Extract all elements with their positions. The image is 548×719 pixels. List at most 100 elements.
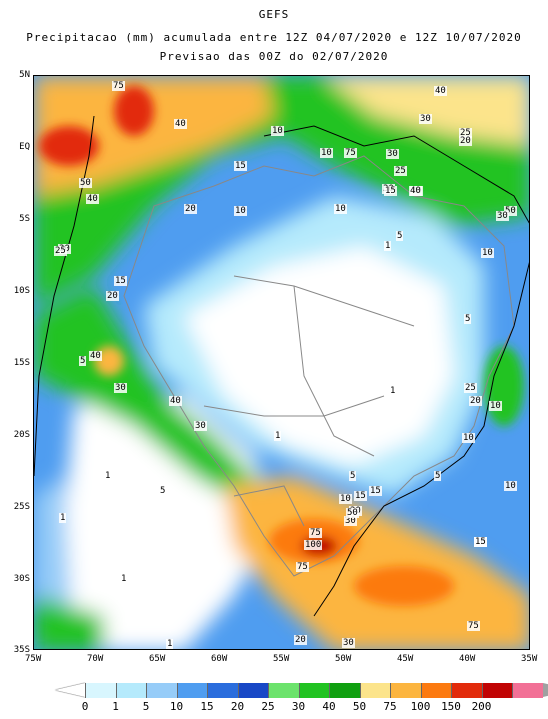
region-white-center [184,246,454,466]
legend-swatch [359,683,390,698]
boundary-paraguay [233,485,305,527]
contour-label: 10 [481,248,494,258]
legend-value: 150 [441,700,461,713]
contour-label: 75 [467,621,480,631]
contour-label: 30 [194,421,207,431]
lon-label: 60W [211,654,228,664]
lat-label: 35S [13,645,30,655]
contour-label: 10 [339,494,352,504]
legend-swatch [146,683,177,698]
title-run: Previsao das 00Z do 02/07/2020 [159,50,389,63]
contour-label: 20 [106,291,119,301]
max-red-nw [39,126,99,166]
contour-label: 25 [54,246,67,256]
contour-label: 50 [504,206,517,216]
contour-label: 10 [504,481,517,491]
legend-value: 0 [81,700,89,713]
legend-swatch [176,683,207,698]
contour-label: 50 [79,178,92,188]
contour-label: 40 [169,396,182,406]
contour-label: 40 [174,119,187,129]
lat-label: 30S [13,574,30,584]
lat-label: 25S [13,502,30,512]
boundary-internal-3 [203,395,385,417]
max-orange-ocean [354,566,454,606]
region-green-andes [34,286,264,506]
contour-label: 10 [320,148,333,158]
contour-label: 75 [296,562,309,572]
contour-label: 1 [274,431,282,441]
legend-swatch [115,683,146,698]
legend-swatch [512,683,543,698]
contour-label: 5 [159,486,167,496]
contour-label: 1 [389,386,397,396]
contour-label: 1 [104,471,112,481]
contour-label: 75 [309,528,322,538]
contour-label: 40 [434,86,447,96]
lat-label: 15S [13,358,30,368]
contour-label: 20 [459,136,472,146]
contour-label: 10 [489,401,502,411]
contour-label: 30 [419,114,432,124]
contour-label: 5 [434,471,442,481]
coastline-west [34,115,95,477]
lon-label: 50W [335,654,352,664]
legend-swatch [85,683,116,698]
contour-label: 15 [369,486,382,496]
green-coast-east [484,346,524,426]
boundary-brazil [123,155,515,577]
legend-swatch [207,683,238,698]
legend-swatch [481,683,512,698]
contour-label: 15 [354,491,367,501]
title-model: GEFS [258,8,290,21]
legend-value: 75 [383,700,397,713]
legend-swatch [298,683,329,698]
contour-label: 10 [334,204,347,214]
max-red-north [114,86,154,136]
legend-value: 10 [169,700,184,713]
legend-value: 1 [112,700,119,713]
lon-label: 35W [521,654,538,664]
lon-label: 45W [397,654,414,664]
contour-label: 100 [304,540,323,550]
legend-value: 30 [291,700,306,713]
contour-label: 20 [184,204,197,214]
contour-label: 30 [342,638,355,648]
contour-label: 1 [384,241,392,251]
boundary-internal-1 [233,275,415,327]
contour-label: 25 [464,383,477,393]
legend-value: 100 [410,700,431,713]
legend-arrow-right [542,683,548,697]
legend-value: 25 [261,700,275,713]
contour-label: 15 [384,186,397,196]
legend-arrow-left [55,683,85,697]
legend-swatch [329,683,360,698]
contour-label: 75 [112,81,125,91]
contour-label: 25 [394,166,407,176]
contour-label: 15 [234,161,247,171]
legend-swatch [268,683,299,698]
region-orange-nw [34,76,274,196]
precipitation-map: 7540403025201010753025403015401550402010… [33,75,530,650]
contour-label: 5 [396,231,404,241]
contour-label: 50 [346,508,359,518]
contour-label: 40 [409,186,422,196]
lat-label: EQ [19,142,30,152]
lat-label: 20S [13,430,30,440]
legend-value: 200 [471,700,492,713]
contour-label: 1 [59,513,67,523]
contour-label: 20 [294,635,307,645]
lon-label: 75W [25,654,42,664]
contour-label: 1 [120,574,128,584]
boundary-internal-2 [293,285,375,457]
contour-label: 30 [344,516,357,526]
legend-swatch [390,683,421,698]
lon-label: 65W [149,654,166,664]
contour-label: 75 [344,148,357,158]
legend-value: 15 [200,700,214,713]
contour-label: 30 [386,149,399,159]
coastline-north [263,125,529,224]
lon-label: 40W [459,654,476,664]
title-period: Precipitacao (mm) acumulada entre 12Z 04… [26,31,522,44]
precipitation-field [34,76,529,649]
